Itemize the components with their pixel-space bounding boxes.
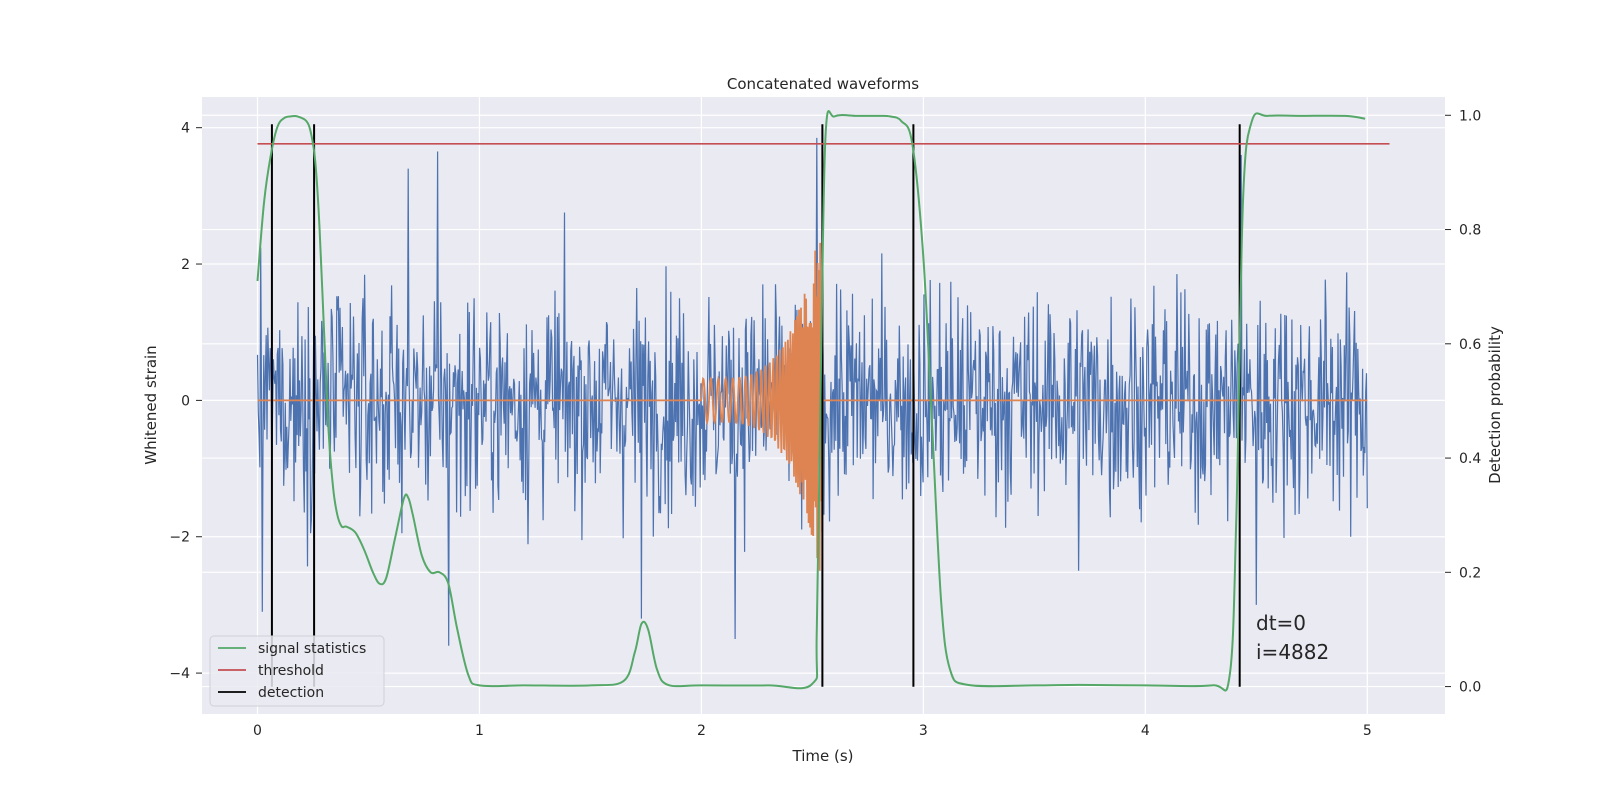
y-tick-label: 2 [181,257,190,273]
y2-tick-label: 1.0 [1459,108,1481,124]
legend: signal statistics threshold detection [209,635,385,707]
x-tick-label: 5 [1363,723,1372,739]
y2-axis-title: Detection probability [1486,326,1504,484]
y-axis-title: Whitened strain [142,345,160,464]
legend-label-threshold: threshold [258,663,324,679]
y2-tick-label: 0.8 [1459,223,1481,239]
x-tick-label: 1 [475,723,484,739]
y2-tick-label: 0.0 [1459,680,1481,696]
y-tick-label: 4 [181,121,190,137]
legend-label-detection: detection [258,685,324,701]
series-layer [256,110,1390,692]
legend-label-signal-statistics: signal statistics [258,641,366,657]
y-tick-label: −2 [169,530,190,546]
x-axis-title: Time (s) [792,747,854,765]
y2-tick-label: 0.6 [1459,337,1481,353]
x-tick-label: 4 [1141,723,1150,739]
annotation-index: i=4882 [1256,640,1329,664]
x-tick-label: 3 [919,723,928,739]
series-line-chirp [257,242,1368,571]
y2-tick-label: 0.2 [1459,565,1481,581]
annotation-dt: dt=0 [1256,611,1306,635]
x-tick-label: 2 [697,723,706,739]
y-tick-label: −4 [169,666,190,682]
x-tick-label: 0 [253,723,262,739]
ticks-layer: 0 1 2 3 4 5 −4 −2 0 2 4 0.0 0.2 0.4 0.6 0.8 1.0 [169,108,1481,739]
y-tick-label: 0 [181,393,190,409]
y2-tick-label: 0.4 [1459,451,1481,467]
chart-title: Concatenated waveforms [727,75,919,93]
series-line-signal-statistics [256,110,1366,692]
legend-frame [209,635,385,707]
